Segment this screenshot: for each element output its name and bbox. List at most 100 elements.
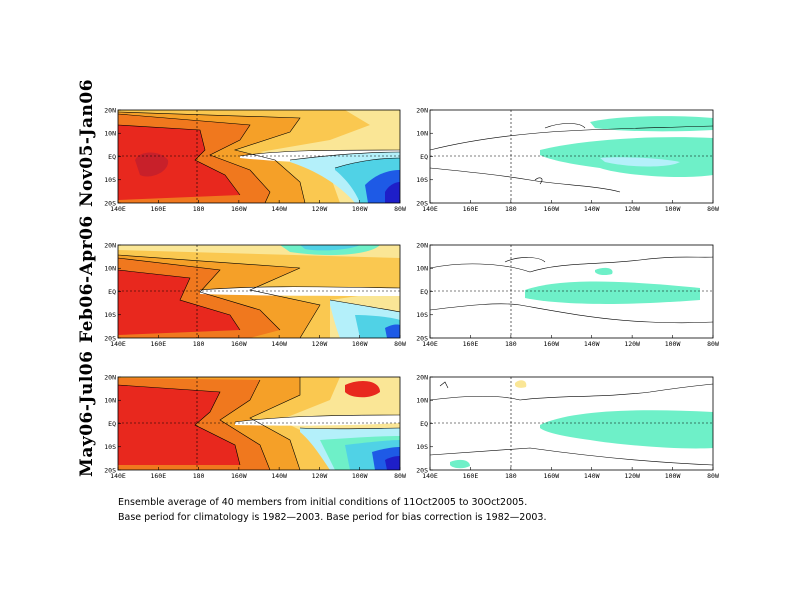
shaded-region: [590, 116, 713, 132]
y-tick-label: 10S: [104, 176, 116, 184]
y-tick-label: 10N: [416, 397, 428, 405]
shaded-region: [450, 459, 470, 469]
y-tick-label: EQ: [420, 420, 428, 428]
x-tick-label: 140W: [584, 205, 600, 213]
shaded-region: [540, 410, 713, 449]
right-map-panel: [430, 110, 713, 203]
x-tick-label: 160W: [231, 205, 247, 213]
x-tick-label: 180: [505, 205, 517, 213]
shaded-region: [540, 137, 713, 178]
x-tick-label: 80W: [394, 340, 406, 348]
row-3: May06-Jul06: [77, 351, 714, 477]
row-1: Nov05-Jan06: [77, 79, 714, 207]
x-tick-label: 140E: [422, 205, 438, 213]
y-tick-label: 10N: [104, 397, 116, 405]
x-tick-label: 120W: [312, 205, 328, 213]
y-tick-label: EQ: [420, 288, 428, 296]
x-tick-label: 160E: [463, 340, 479, 348]
y-tick-label: 20N: [104, 241, 116, 249]
x-tick-label: 120W: [624, 340, 640, 348]
row-label: May06-Jul06: [77, 351, 97, 477]
right-map-panel: [430, 377, 713, 470]
x-tick-label: 160E: [150, 205, 166, 213]
contour-fill-red: [118, 385, 240, 465]
axis-tick-labels: 140E 160E 180 160W 140W 120W 100W 80W 20N 10N EQ 10…: [104, 106, 719, 480]
footer-line-1: Ensemble average of 40 members from init…: [118, 497, 528, 508]
x-tick-label: 160W: [231, 340, 247, 348]
contour-fill-dark-blue: [385, 182, 400, 203]
x-tick-label: 140W: [584, 340, 600, 348]
y-tick-label: 20S: [416, 466, 428, 474]
y-tick-label: 20S: [104, 466, 116, 474]
x-tick-label: 100W: [665, 472, 681, 480]
right-map-panel: [430, 245, 713, 338]
left-map-panel: [118, 110, 400, 203]
x-tick-label: 140E: [110, 340, 126, 348]
shaded-region: [525, 281, 700, 304]
row-label: Nov05-Jan06: [77, 79, 97, 207]
x-tick-label: 80W: [394, 205, 406, 213]
y-tick-label: 20N: [416, 241, 428, 249]
y-tick-label: 20N: [104, 106, 116, 114]
x-tick-label: 140E: [110, 472, 126, 480]
x-tick-label: 160W: [543, 340, 559, 348]
contour-fill-red: [118, 125, 240, 200]
y-tick-label: 10S: [416, 311, 428, 319]
contour-fill-red-ne: [345, 380, 380, 398]
y-tick-label: 10N: [104, 130, 116, 138]
y-tick-label: 20N: [104, 373, 116, 381]
x-tick-label: 160E: [463, 205, 479, 213]
x-tick-label: 140E: [422, 340, 438, 348]
y-tick-label: 10S: [104, 443, 116, 451]
x-tick-label: 120W: [312, 472, 328, 480]
contour-fill-white-eq: [200, 286, 400, 296]
x-tick-label: 80W: [707, 205, 719, 213]
x-tick-label: 180: [193, 205, 205, 213]
x-tick-label: 180: [505, 472, 517, 480]
y-tick-label: 20S: [416, 334, 428, 342]
x-tick-label: 140W: [584, 472, 600, 480]
row-label: Feb06-Apr06: [77, 215, 97, 343]
x-tick-label: 140W: [271, 205, 287, 213]
x-tick-label: 140E: [422, 472, 438, 480]
x-tick-label: 100W: [352, 205, 368, 213]
y-tick-label: 10N: [104, 265, 116, 273]
x-tick-label: 160W: [231, 472, 247, 480]
contour-fill-blue: [385, 324, 400, 338]
shaded-region: [595, 267, 613, 276]
footer-line-2: Base period for climatology is 1982—2003…: [118, 512, 547, 523]
y-tick-label: EQ: [420, 153, 428, 161]
x-tick-label: 100W: [352, 340, 368, 348]
y-tick-label: 20S: [104, 199, 116, 207]
x-tick-label: 160E: [150, 472, 166, 480]
contour-fill-cyan-top: [300, 245, 360, 251]
x-tick-label: 180: [505, 340, 517, 348]
y-tick-label: EQ: [108, 288, 116, 296]
x-tick-label: 100W: [665, 205, 681, 213]
x-tick-label: 180: [193, 472, 205, 480]
contour-fill-dark-blue: [385, 456, 400, 470]
x-tick-label: 100W: [352, 472, 368, 480]
x-tick-label: 160W: [543, 472, 559, 480]
y-tick-label: EQ: [108, 153, 116, 161]
x-tick-label: 180: [193, 340, 205, 348]
contour-fill-red: [118, 270, 240, 335]
x-tick-label: 140W: [271, 340, 287, 348]
x-tick-label: 120W: [312, 340, 328, 348]
y-tick-label: 20S: [104, 334, 116, 342]
shaded-region: [600, 157, 680, 167]
x-tick-label: 160W: [543, 205, 559, 213]
y-tick-label: 20N: [416, 106, 428, 114]
x-tick-label: 160E: [150, 340, 166, 348]
x-tick-label: 100W: [665, 340, 681, 348]
y-tick-label: 20S: [416, 199, 428, 207]
x-tick-label: 120W: [624, 205, 640, 213]
y-tick-label: 20N: [416, 373, 428, 381]
left-map-panel: [118, 377, 400, 470]
shaded-region: [515, 380, 527, 388]
x-tick-label: 140W: [271, 472, 287, 480]
y-tick-label: 10N: [416, 130, 428, 138]
y-tick-label: 10N: [416, 265, 428, 273]
x-tick-label: 120W: [624, 472, 640, 480]
